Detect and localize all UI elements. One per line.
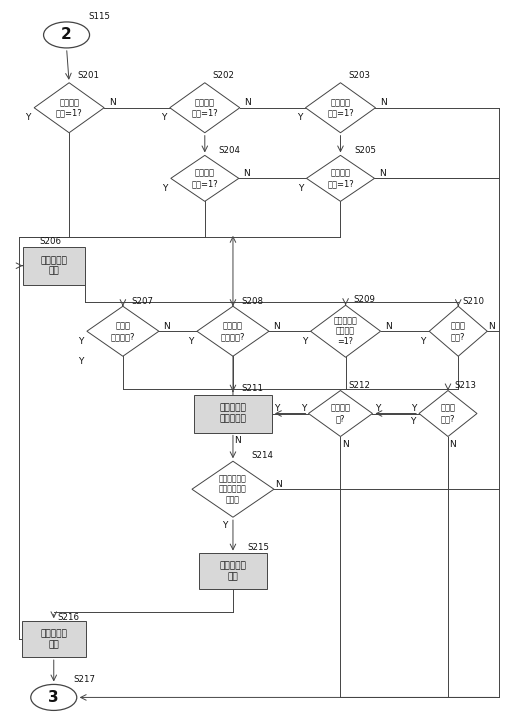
Text: S204: S204	[219, 146, 241, 155]
Text: Y: Y	[410, 417, 416, 426]
Polygon shape	[171, 155, 239, 202]
Polygon shape	[311, 305, 380, 357]
Text: S115: S115	[89, 12, 111, 21]
Text: S210: S210	[462, 297, 484, 306]
FancyBboxPatch shape	[23, 247, 85, 285]
Text: N: N	[275, 480, 282, 488]
Polygon shape	[87, 306, 159, 356]
Text: N: N	[450, 440, 456, 449]
Text: Y: Y	[302, 337, 307, 346]
Polygon shape	[170, 83, 240, 132]
Text: N: N	[109, 98, 116, 107]
FancyBboxPatch shape	[194, 395, 272, 432]
Polygon shape	[429, 306, 487, 356]
Text: Y: Y	[420, 337, 426, 346]
Text: Y: Y	[411, 404, 417, 413]
Text: 置位组起动
故障: 置位组起动 故障	[220, 562, 246, 581]
Text: 组起动
条件满足?: 组起动 条件满足?	[111, 322, 135, 341]
FancyBboxPatch shape	[22, 621, 86, 657]
Text: 复位组起动
命令: 复位组起动 命令	[40, 630, 67, 649]
Text: S206: S206	[40, 237, 62, 246]
Text: 外部起停
允许=1?: 外部起停 允许=1?	[327, 169, 354, 188]
Text: S212: S212	[349, 381, 371, 390]
Text: Y: Y	[161, 114, 166, 122]
Polygon shape	[192, 462, 274, 517]
Text: 累积时间超设
定的组起动故
障时间: 累积时间超设 定的组起动故 障时间	[219, 475, 247, 504]
Text: S213: S213	[454, 381, 476, 390]
Text: 组起动计时
器累积时间: 组起动计时 器累积时间	[220, 404, 246, 423]
Text: Y: Y	[274, 404, 280, 413]
Text: N: N	[385, 322, 392, 331]
Text: S205: S205	[354, 146, 376, 155]
Polygon shape	[308, 390, 373, 437]
Text: N: N	[244, 98, 251, 107]
Text: N: N	[380, 98, 387, 107]
Text: N: N	[243, 169, 250, 178]
Text: S214: S214	[251, 451, 273, 459]
Text: N: N	[273, 322, 281, 331]
Text: S216: S216	[58, 613, 80, 622]
Text: S201: S201	[77, 71, 99, 80]
Text: Y: Y	[297, 114, 302, 122]
Text: 所有设备
已经起动?: 所有设备 已经起动?	[221, 322, 245, 341]
Text: 所有设备条
止上升沿
=1?: 所有设备条 止上升沿 =1?	[334, 317, 357, 346]
Text: N: N	[379, 169, 386, 178]
Text: N: N	[342, 440, 349, 449]
Ellipse shape	[31, 684, 77, 711]
Text: Y: Y	[188, 337, 194, 346]
Text: N: N	[163, 322, 170, 331]
Text: Y: Y	[26, 114, 31, 122]
Text: 3: 3	[49, 690, 59, 705]
Polygon shape	[306, 83, 375, 132]
Text: Y: Y	[375, 404, 380, 413]
Text: S208: S208	[241, 297, 263, 306]
Text: Y: Y	[298, 184, 303, 193]
Text: S207: S207	[131, 297, 153, 306]
Text: 自动停止
命令=1?: 自动停止 命令=1?	[191, 98, 218, 117]
Text: N: N	[488, 322, 495, 331]
Text: 发出组自动
脉冲: 发出组自动 脉冲	[40, 256, 67, 275]
Text: S215: S215	[247, 543, 269, 552]
Text: S217: S217	[74, 675, 96, 684]
Text: S202: S202	[213, 71, 235, 80]
Text: N: N	[234, 436, 241, 445]
Text: 组起动
命令?: 组起动 命令?	[440, 404, 456, 423]
Polygon shape	[419, 390, 477, 437]
Polygon shape	[34, 83, 104, 132]
Text: 组起动中
断?: 组起动中 断?	[330, 404, 351, 423]
Text: S203: S203	[349, 71, 371, 80]
Text: 手动停止
命令=1?: 手动停止 命令=1?	[56, 98, 82, 117]
Text: S209: S209	[354, 295, 375, 304]
Text: 外部停止
命令=1?: 外部停止 命令=1?	[327, 98, 354, 117]
Polygon shape	[307, 155, 374, 202]
Polygon shape	[197, 306, 269, 356]
Text: 2: 2	[61, 28, 72, 42]
Text: S211: S211	[241, 384, 263, 393]
Text: Y: Y	[222, 521, 228, 530]
Text: Y: Y	[162, 184, 167, 193]
Text: 组起动
完成?: 组起动 完成?	[451, 322, 466, 341]
Text: Y: Y	[78, 357, 83, 365]
Ellipse shape	[44, 22, 90, 48]
Text: 自动起停
允许=1?: 自动起停 允许=1?	[191, 169, 218, 188]
Text: Y: Y	[78, 337, 83, 346]
Text: Y: Y	[301, 404, 306, 413]
FancyBboxPatch shape	[199, 553, 267, 590]
